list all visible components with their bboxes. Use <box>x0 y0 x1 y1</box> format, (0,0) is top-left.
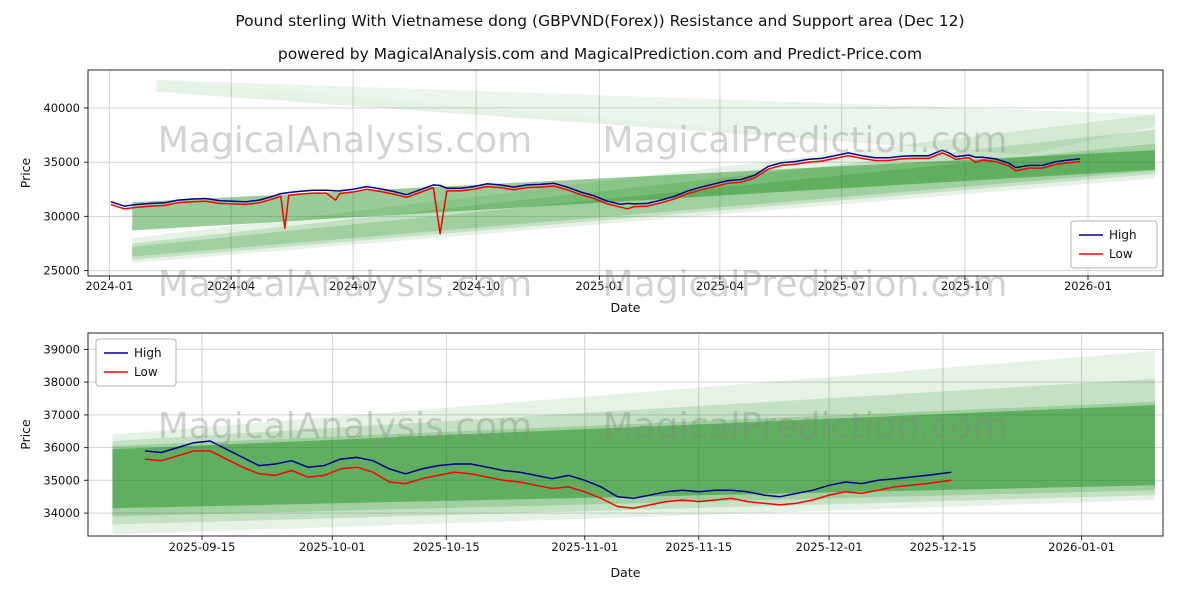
chart-title: Pound sterling With Vietnamese dong (GBP… <box>235 12 965 30</box>
support-resistance-band <box>112 401 1155 517</box>
y-tick-label: 34000 <box>43 506 80 520</box>
y-axis-label: Price <box>18 157 33 188</box>
plot-frame <box>87 332 1164 537</box>
x-tick-label: 2024-01 <box>85 279 133 293</box>
support-resistance-band <box>112 378 1155 525</box>
support-resistance-band <box>156 79 1156 155</box>
x-tick-label: 2025-11-01 <box>551 540 618 554</box>
watermark-text: MagicalAnalysis.com <box>158 264 532 305</box>
x-tick-label: 2026-01-01 <box>1048 540 1115 554</box>
high-line <box>144 440 952 500</box>
x-tick-label: 2026-01 <box>1064 279 1112 293</box>
x-tick-label: 2025-12-15 <box>910 540 977 554</box>
legend-label: High <box>134 346 162 360</box>
x-axis-label: Date <box>611 565 641 580</box>
y-tick-label: 38000 <box>43 375 80 389</box>
y-tick-label: 30000 <box>43 209 80 223</box>
watermark-text: MagicalAnalysis.com <box>158 120 532 161</box>
plot-frame <box>87 69 1164 277</box>
watermark-text: MagicalPrediction.com <box>603 406 1008 447</box>
plot-content <box>110 79 1156 263</box>
x-tick-label: 2025-07 <box>818 279 866 293</box>
support-resistance-band <box>112 405 1155 509</box>
x-tick-label: 2025-12-01 <box>796 540 863 554</box>
y-axis-label: Price <box>18 419 33 450</box>
legend-box <box>1070 220 1158 269</box>
x-tick-label: 2025-10-15 <box>413 540 480 554</box>
legend-label: Low <box>134 365 158 379</box>
y-tick-label: 37000 <box>43 408 80 422</box>
x-tick-label: 2025-04 <box>696 279 744 293</box>
x-tick-label: 2024-07 <box>329 279 377 293</box>
y-tick-label: 35000 <box>43 155 80 169</box>
support-resistance-band <box>112 351 1155 535</box>
support-resistance-band <box>132 143 1155 257</box>
support-resistance-band <box>156 79 1026 155</box>
x-axis-label: Date <box>611 300 641 315</box>
low-line <box>144 450 952 509</box>
x-tick-label: 2025-01 <box>575 279 623 293</box>
watermark-text: MagicalAnalysis.com <box>158 406 532 447</box>
watermark-text: MagicalPrediction.com <box>603 264 1008 305</box>
x-tick-label: 2025-11-15 <box>665 540 732 554</box>
watermark-text: MagicalPrediction.com <box>603 120 1008 161</box>
y-tick-label: 36000 <box>43 441 80 455</box>
x-tick-label: 2025-10-01 <box>299 540 366 554</box>
y-tick-label: 40000 <box>43 101 80 115</box>
legend-box <box>95 338 177 387</box>
y-tick-label: 39000 <box>43 342 80 356</box>
legend-label: High <box>1109 228 1137 242</box>
y-tick-label: 25000 <box>43 264 80 278</box>
x-tick-label: 2025-09-15 <box>169 540 236 554</box>
high-line <box>110 149 1081 207</box>
chart-detail: 2025-09-15 2025-10-01 2025-10-15 2025-11-01… <box>18 332 1164 580</box>
x-tick-label: 2025-10 <box>941 279 989 293</box>
x-tick-label: 2024-10 <box>452 279 500 293</box>
plot-content <box>112 351 1155 535</box>
support-resistance-band <box>132 150 1155 231</box>
support-resistance-band <box>132 129 1155 260</box>
chart-overview: 2024-01 2024-04 2024-07 2024-10 2025-01 2025-… <box>18 69 1164 315</box>
low-line <box>110 152 1081 235</box>
y-tick-label: 35000 <box>43 473 80 487</box>
x-tick-label: 2024-04 <box>207 279 255 293</box>
chart-subtitle: powered by MagicalAnalysis.com and Magic… <box>277 45 923 63</box>
legend-label: Low <box>1109 247 1133 261</box>
support-resistance-band <box>132 114 1155 263</box>
